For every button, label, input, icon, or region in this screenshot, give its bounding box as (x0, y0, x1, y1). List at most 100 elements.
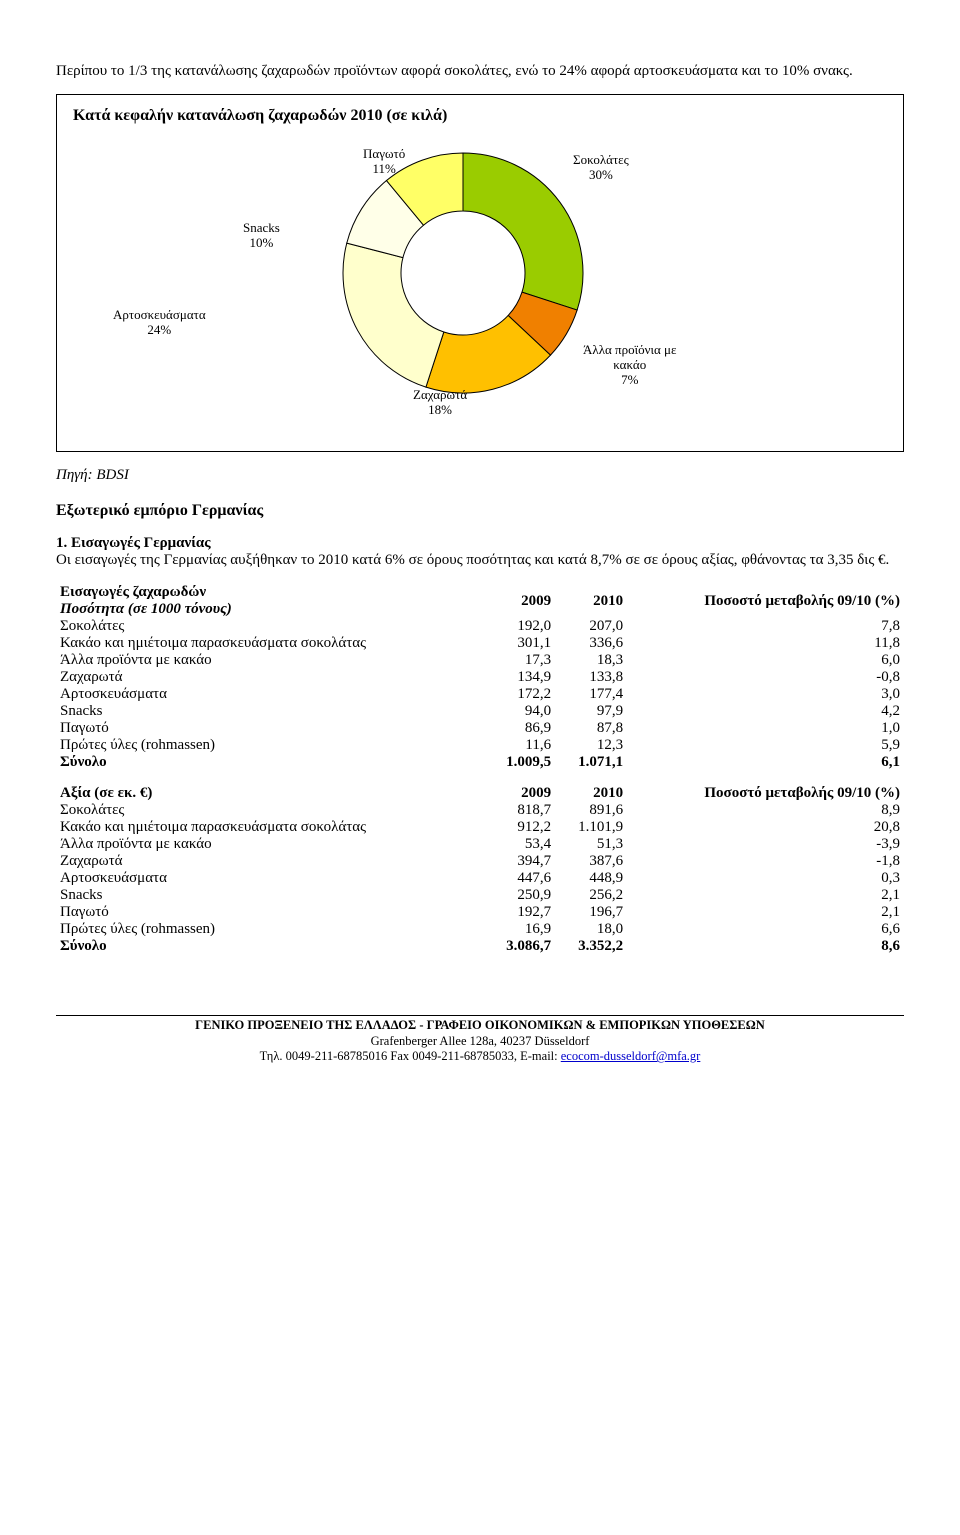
row-c: -3,9 (627, 836, 904, 853)
row-c: 5,9 (627, 737, 904, 754)
total-b: 1.071,1 (555, 754, 627, 771)
row-b: 51,3 (555, 836, 627, 853)
total-a: 3.086,7 (483, 938, 555, 955)
row-a: 86,9 (483, 720, 555, 737)
row-c: 2,1 (627, 887, 904, 904)
table-row: Παγωτό86,987,81,0 (56, 720, 904, 737)
total-c: 8,6 (627, 938, 904, 955)
row-b: 207,0 (555, 618, 627, 635)
chart-slice-label: Snacks10% (243, 221, 280, 251)
row-label: Άλλα προϊόντα με κακάο (56, 652, 483, 669)
table-row: Σύνολο 3.086,7 3.352,2 8,6 (56, 938, 904, 955)
row-label: Snacks (56, 887, 483, 904)
table-row: Πρώτες ύλες (rohmassen)11,612,35,9 (56, 737, 904, 754)
row-a: 16,9 (483, 921, 555, 938)
table-row: Ζαχαρωτά394,7387,6-1,8 (56, 853, 904, 870)
row-label: Άλλα προϊόντα με κακάο (56, 836, 483, 853)
col-2010: 2010 (555, 584, 627, 618)
table-row: Άλλα προϊόντα με κακάο17,318,36,0 (56, 652, 904, 669)
col-change: Ποσοστό μεταβολής 09/10 (%) (627, 785, 904, 802)
section-title: Εξωτερικό εμπόριο Γερμανίας (56, 502, 904, 520)
table-row: Παγωτό192,7196,72,1 (56, 904, 904, 921)
row-c: 11,8 (627, 635, 904, 652)
imports-heading-block: 1. Εισαγωγές Γερμανίας Οι εισαγωγές της … (56, 535, 904, 569)
table-row: Σοκολάτες192,0207,07,8 (56, 618, 904, 635)
table-row: Σύνολο 1.009,5 1.071,1 6,1 (56, 754, 904, 771)
table-row: Σοκολάτες818,7891,68,9 (56, 802, 904, 819)
donut-chart: Σοκολάτες30% Άλλα προϊόνια μεκακάο7% Ζαχαρ… (73, 133, 887, 433)
footer-line2: Grafenberger Allee 128a, 40237 Düsseldor… (56, 1034, 904, 1050)
col-2010: 2010 (555, 785, 627, 802)
donut-svg (333, 143, 593, 403)
row-c: 7,8 (627, 618, 904, 635)
row-a: 818,7 (483, 802, 555, 819)
chart-slice-label: Παγωτό11% (363, 147, 405, 177)
table-row: Πρώτες ύλες (rohmassen)16,918,06,6 (56, 921, 904, 938)
row-label: Κακάο και ημιέτοιμα παρασκευάσματα σοκολ… (56, 819, 483, 836)
row-c: 4,2 (627, 703, 904, 720)
row-label: Κακάο και ημιέτοιμα παρασκευάσματα σοκολ… (56, 635, 483, 652)
row-label: Ζαχαρωτά (56, 853, 483, 870)
chart-container: Κατά κεφαλήν κατανάλωση ζαχαρωδών 2010 (… (56, 94, 904, 452)
row-b: 387,6 (555, 853, 627, 870)
chart-slice-label: Σοκολάτες30% (573, 153, 629, 183)
table-quantity: Εισαγωγές ζαχαρωδών Ποσότητα (σε 1000 τό… (56, 584, 904, 771)
page-footer: ΓΕΝΙΚΟ ΠΡΟΞΕΝΕΙΟ ΤΗΣ ΕΛΛΑΔΟΣ - ΓΡΑΦΕΙΟ Ο… (56, 1015, 904, 1065)
table-row: Αρτοσκευάσματα447,6448,90,3 (56, 870, 904, 887)
row-c: -0,8 (627, 669, 904, 686)
intro-paragraph: Περίπου το 1/3 της κατανάλωσης ζαχαρωδών… (56, 63, 904, 80)
table-row: Snacks94,097,94,2 (56, 703, 904, 720)
row-a: 192,7 (483, 904, 555, 921)
row-a: 192,0 (483, 618, 555, 635)
row-b: 448,9 (555, 870, 627, 887)
footer-email-link[interactable]: ecocom-dusseldorf@mfa.gr (561, 1049, 701, 1063)
row-a: 94,0 (483, 703, 555, 720)
chart-title: Κατά κεφαλήν κατανάλωση ζαχαρωδών 2010 (… (73, 107, 887, 125)
row-label: Ζαχαρωτά (56, 669, 483, 686)
chart-slice-label: Ζαχαρωτά18% (413, 388, 467, 418)
total-b: 3.352,2 (555, 938, 627, 955)
row-label: Αρτοσκευάσματα (56, 870, 483, 887)
row-a: 250,9 (483, 887, 555, 904)
col-2009: 2009 (483, 584, 555, 618)
col-change: Ποσοστό μεταβολής 09/10 (%) (627, 584, 904, 618)
row-label: Σοκολάτες (56, 618, 483, 635)
row-label: Πρώτες ύλες (rohmassen) (56, 737, 483, 754)
row-b: 256,2 (555, 887, 627, 904)
total-c: 6,1 (627, 754, 904, 771)
chart-source: Πηγή: BDSI (56, 467, 904, 484)
row-b: 1.101,9 (555, 819, 627, 836)
row-b: 891,6 (555, 802, 627, 819)
imports-text: Οι εισαγωγές της Γερμανίας αυξήθηκαν το … (56, 552, 889, 568)
row-b: 87,8 (555, 720, 627, 737)
row-label: Σοκολάτες (56, 802, 483, 819)
row-b: 18,3 (555, 652, 627, 669)
row-b: 177,4 (555, 686, 627, 703)
row-a: 11,6 (483, 737, 555, 754)
row-c: 20,8 (627, 819, 904, 836)
table-value: Αξία (σε εκ. €) 2009 2010 Ποσοστό μεταβο… (56, 785, 904, 955)
row-a: 912,2 (483, 819, 555, 836)
row-b: 133,8 (555, 669, 627, 686)
chart-slice-label: Αρτοσκευάσματα24% (113, 308, 206, 338)
row-c: 8,9 (627, 802, 904, 819)
table-heading-label: Εισαγωγές ζαχαρωδών (60, 584, 206, 600)
table-heading-val: Αξία (σε εκ. €) (56, 785, 483, 802)
table-row: Κακάο και ημιέτοιμα παρασκευάσματα σοκολ… (56, 635, 904, 652)
row-label: Παγωτό (56, 904, 483, 921)
row-a: 53,4 (483, 836, 555, 853)
row-c: 3,0 (627, 686, 904, 703)
row-c: 1,0 (627, 720, 904, 737)
total-a: 1.009,5 (483, 754, 555, 771)
table-row: Snacks250,9256,22,1 (56, 887, 904, 904)
row-b: 196,7 (555, 904, 627, 921)
col-2009: 2009 (483, 785, 555, 802)
row-c: 6,0 (627, 652, 904, 669)
table-heading-qty: Εισαγωγές ζαχαρωδών Ποσότητα (σε 1000 τό… (56, 584, 483, 618)
table-subheading-label: Ποσότητα (σε 1000 τόνους) (60, 601, 232, 617)
table-row: Άλλα προϊόντα με κακάο53,451,3-3,9 (56, 836, 904, 853)
chart-slice-label: Άλλα προϊόνια μεκακάο7% (583, 343, 676, 388)
table-row: Κακάο και ημιέτοιμα παρασκευάσματα σοκολ… (56, 819, 904, 836)
row-a: 394,7 (483, 853, 555, 870)
row-label: Παγωτό (56, 720, 483, 737)
